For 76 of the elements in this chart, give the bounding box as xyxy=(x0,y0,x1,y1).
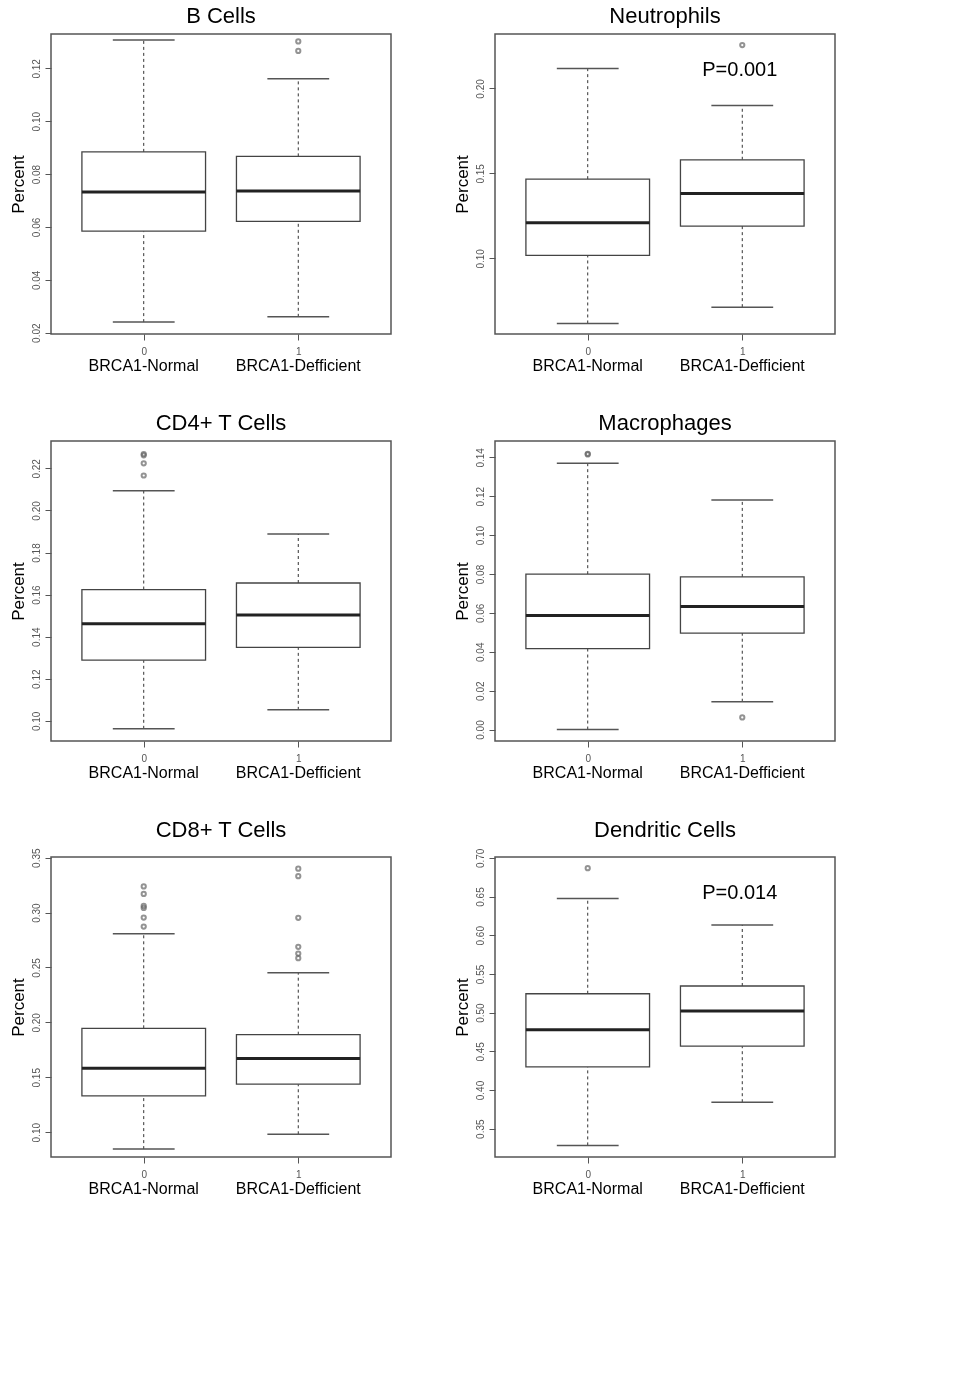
y-tick-label: 0.06 xyxy=(30,217,42,238)
y-tick-label: 0.15 xyxy=(30,1067,42,1088)
y-tick-label: 0.10 xyxy=(30,711,42,732)
y-tick-label: 0.30 xyxy=(30,902,42,923)
chart-title: Neutrophils xyxy=(609,3,721,28)
y-tick-label: 0.60 xyxy=(474,925,486,946)
y-tick-label: 0.10 xyxy=(474,525,486,546)
text: BRCA1-Normal xyxy=(532,1180,643,1197)
chart-title: B Cells xyxy=(186,3,256,28)
y-tick-label: 0.16 xyxy=(30,584,42,605)
y-axis-title: Percent xyxy=(8,154,28,214)
x-tick-label: 0 xyxy=(141,752,148,764)
y-axis-title: Percent xyxy=(8,977,28,1037)
text: BRCA1-Defficient xyxy=(235,764,362,781)
x-tick-label: 0 xyxy=(585,345,592,357)
annotation: P=0.014 xyxy=(702,881,778,903)
text: BRCA1-Normal xyxy=(88,357,199,374)
text: BRCA1-Defficient xyxy=(679,357,806,374)
y-axis-title: Percent xyxy=(8,561,28,621)
annotation: P=0.001 xyxy=(702,58,778,80)
y-tick-label: 0.25 xyxy=(30,957,42,978)
y-tick-label: 0.50 xyxy=(474,1002,486,1023)
x-tick-label: 1 xyxy=(739,345,746,357)
y-tick-label: 0.04 xyxy=(30,270,42,291)
x-tick-label: 1 xyxy=(295,345,302,357)
x-tick-label: 0 xyxy=(141,345,148,357)
text: BRCA1-Defficient xyxy=(679,1180,806,1197)
y-tick-label: 0.10 xyxy=(30,1122,42,1143)
text: BRCA1-Defficient xyxy=(235,1180,362,1197)
y-tick-label: 0.00 xyxy=(474,719,486,740)
text: BRCA1-Defficient xyxy=(235,357,362,374)
y-tick-label: 0.70 xyxy=(474,848,486,869)
y-tick-label: 0.20 xyxy=(474,78,486,99)
chart-title: Dendritic Cells xyxy=(594,817,736,843)
y-tick-label: 0.08 xyxy=(474,564,486,585)
text: BRCA1-Defficient xyxy=(679,764,806,781)
y-tick-label: 0.02 xyxy=(474,680,486,701)
y-tick-label: 0.04 xyxy=(474,642,486,662)
y-tick-label: 0.08 xyxy=(30,164,42,185)
y-tick-label: 0.10 xyxy=(30,111,42,132)
y-tick-label: 0.40 xyxy=(474,1080,486,1101)
chart-title: Macrophages xyxy=(598,410,732,435)
text: BRCA1-Normal xyxy=(88,1180,199,1197)
chart-title: CD8+ T Cells xyxy=(155,816,287,842)
y-tick-label: 0.35 xyxy=(30,847,42,868)
y-tick-label: 0.14 xyxy=(30,626,42,647)
x-tick-label: 1 xyxy=(295,752,302,764)
y-tick-label: 0.18 xyxy=(30,542,42,563)
y-tick-label: 0.45 xyxy=(474,1041,486,1062)
chart-title: CD4+ T Cells xyxy=(155,410,287,435)
x-tick-label: 0 xyxy=(585,752,592,764)
x-tick-label: 0 xyxy=(585,1168,592,1180)
y-axis-title: Percent xyxy=(452,154,472,214)
y-axis-title: Percent xyxy=(452,561,472,621)
y-tick-label: 0.20 xyxy=(30,1012,42,1033)
y-tick-label: 0.06 xyxy=(474,603,486,624)
y-axis-title: Percent xyxy=(452,977,472,1037)
y-tick-label: 0.12 xyxy=(30,58,42,79)
x-tick-label: 1 xyxy=(739,1168,746,1180)
y-tick-label: 0.12 xyxy=(474,486,486,507)
y-tick-label: 0.15 xyxy=(474,163,486,184)
y-tick-label: 0.10 xyxy=(474,248,486,269)
y-tick-label: 0.22 xyxy=(30,458,42,479)
y-tick-label: 0.35 xyxy=(474,1119,486,1139)
y-tick-label: 0.55 xyxy=(474,964,486,985)
text: BRCA1-Normal xyxy=(88,764,199,781)
y-tick-label: 0.20 xyxy=(30,500,42,521)
x-tick-label: 1 xyxy=(739,752,746,764)
y-tick-label: 0.14 xyxy=(474,447,486,468)
y-tick-label: 0.02 xyxy=(30,323,42,343)
y-tick-label: 0.65 xyxy=(474,886,486,907)
y-tick-label: 0.12 xyxy=(30,669,42,689)
x-tick-label: 1 xyxy=(295,1168,302,1180)
text: BRCA1-Normal xyxy=(532,764,643,781)
x-tick-label: 0 xyxy=(141,1168,148,1180)
text: BRCA1-Normal xyxy=(532,357,643,374)
